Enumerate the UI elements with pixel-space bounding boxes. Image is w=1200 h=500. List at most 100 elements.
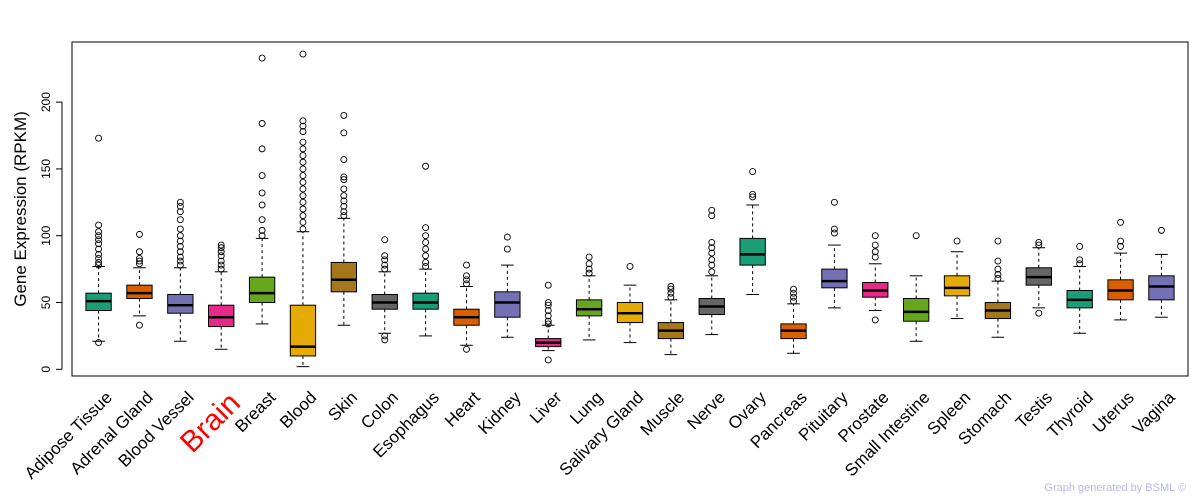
box-iqr [1148,275,1175,301]
outlier-point [463,276,470,284]
outlier-point [381,252,389,260]
outlier-point [299,122,307,130]
outlier-point [708,244,716,252]
box-group [575,253,603,341]
outlier-point [544,312,552,320]
outlier-point [708,261,716,269]
outlier-point [176,261,184,269]
outlier-point [176,216,184,224]
outlier-point [871,316,879,324]
outlier-point [136,257,143,265]
outlier-point [1076,242,1084,250]
outlier-point [340,156,348,164]
y-tick-label: 150 [39,159,53,179]
box-group [698,206,725,336]
outlier-point [830,198,838,206]
box-iqr [902,298,930,322]
outlier-point [626,262,634,270]
outlier-point [994,271,1002,278]
y-axis: 0 50 100 150 200 [39,92,63,373]
outlier-point [871,253,879,261]
outlier-point [1117,218,1124,226]
outlier-point [422,238,430,246]
box-iqr [208,304,235,328]
outlier-point [299,218,307,226]
outlier-point [95,254,103,262]
plot-frame [71,41,1189,377]
outlier-point [1157,226,1165,234]
outlier-point [463,345,470,353]
outlier-point [749,168,757,176]
outlier-point [871,241,879,249]
outlier-point [299,185,307,193]
outlier-point [136,254,143,262]
outlier-point [340,129,348,137]
outlier-point [176,232,184,240]
box-iqr [943,275,971,297]
y-tick-label: 100 [39,225,53,245]
outlier-point [340,185,348,193]
outlier-point [258,189,266,197]
outlier-point [217,241,225,249]
outlier-point [953,237,961,245]
outlier-point [176,237,184,245]
outlier-point [258,201,266,209]
outlier-point [299,225,307,233]
x-tick-label: Nerve [684,388,730,434]
outlier-point [95,245,103,253]
x-tick-label: Kidney [474,388,525,439]
outlier-point [422,232,430,240]
box-group [248,54,276,325]
outlier-point [340,176,348,184]
x-tick-label: Thyroid [1043,388,1097,442]
outlier-point [258,232,266,240]
outlier-point [790,285,797,293]
outlier-point [299,198,307,206]
outlier-point [544,356,552,364]
outlier-point [176,253,184,261]
outlier-point [994,257,1002,265]
outlier-point [340,173,348,181]
outlier-point [340,212,348,220]
outlier-point [1117,242,1124,250]
outlier-point [299,172,307,180]
outlier-point [544,320,552,328]
outlier-point [749,193,757,201]
outlier-point [217,248,225,256]
outlier-point [994,265,1002,273]
y-axis-label: Gene Expression (RPKM) [11,111,30,307]
outlier-point [217,265,225,273]
outlier-point [544,317,552,325]
outlier-point [463,280,470,288]
outlier-point [95,261,103,269]
outlier-point [422,224,430,232]
box-group [984,237,1012,338]
x-tick-label: Liver [526,388,566,428]
box-group [535,281,562,364]
outlier-point [217,257,225,265]
outlier-point [1035,238,1043,246]
outlier-point [790,293,797,301]
outlier-point [544,299,552,306]
outlier-point [176,257,184,265]
outlier-point [176,248,184,256]
box-group [821,198,848,309]
outlier-point [463,261,470,269]
outlier-point [136,248,143,256]
outlier-point [1035,309,1043,317]
x-tick-label: Skin [324,388,361,425]
y-tick-label: 0 [39,366,53,373]
outlier-point [544,301,552,309]
outlier-point [1117,237,1124,245]
outlier-point [340,197,348,205]
outlier-point [381,265,389,273]
outlier-point [503,245,511,253]
outlier-point [217,252,225,260]
outlier-point [463,272,470,280]
outlier-point [830,225,838,233]
outlier-point [503,233,511,241]
outlier-point [994,237,1002,245]
outlier-point [258,120,266,127]
outlier-point [95,228,103,236]
